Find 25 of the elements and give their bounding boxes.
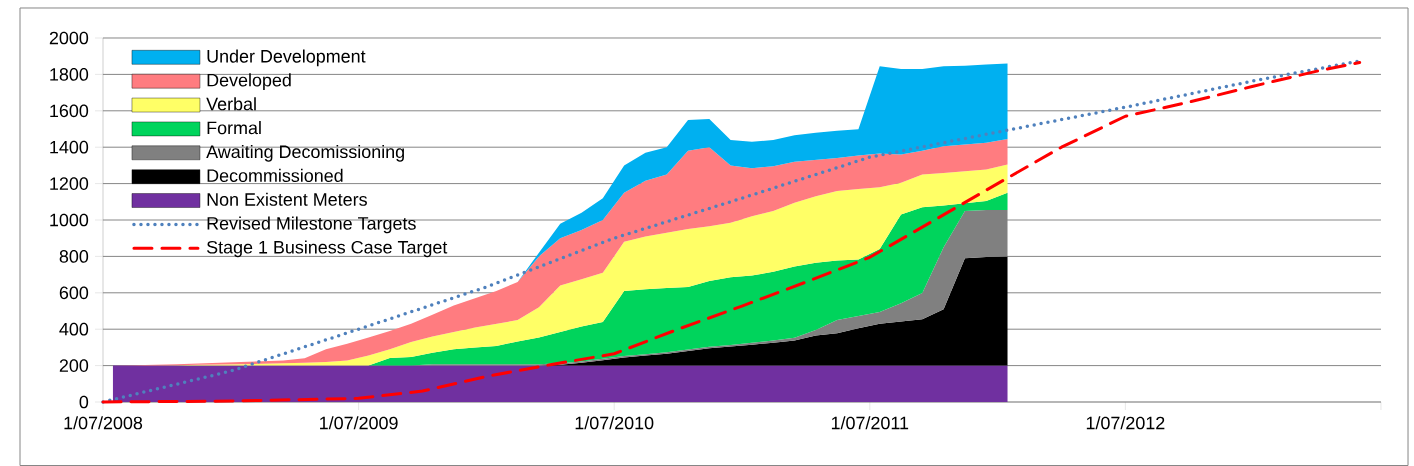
legend-label: Stage 1 Business Case Target (206, 240, 448, 258)
y-tick-label: 600 (59, 286, 89, 300)
x-tick-label: 1/07/2010 (575, 416, 654, 430)
legend-label: Under Development (207, 49, 366, 67)
legend-label: Revised Milestone Targets (207, 216, 416, 234)
legend-label: Formal (207, 121, 261, 135)
x-tick-label: 1/07/2008 (64, 416, 143, 430)
y-tick-label: 1200 (50, 177, 89, 190)
y-tick-label: 1400 (50, 140, 89, 154)
y-tick-label: 400 (59, 322, 89, 336)
y-tick-label: 200 (59, 359, 89, 372)
x-tick-label: 1/07/2009 (320, 416, 398, 430)
legend-label: Developed (207, 73, 291, 91)
y-tick-label: 2000 (49, 31, 89, 45)
legend-label: Awaiting Decomissioning (206, 144, 404, 162)
x-tick-label: 1/07/2012 (1086, 416, 1165, 430)
legend-label: Verbal (206, 97, 256, 111)
legend-label: Non Existent Meters (207, 192, 367, 206)
x-tick-label: 1/07/2011 (831, 416, 909, 430)
y-tick-label: 1000 (50, 213, 89, 227)
y-tick-label: 0 (79, 395, 89, 409)
y-tick-label: 1600 (50, 104, 89, 118)
y-tick-label: 1800 (50, 68, 89, 81)
y-tick-label: 800 (59, 250, 89, 263)
legend-label: Decommissioned (207, 168, 343, 182)
